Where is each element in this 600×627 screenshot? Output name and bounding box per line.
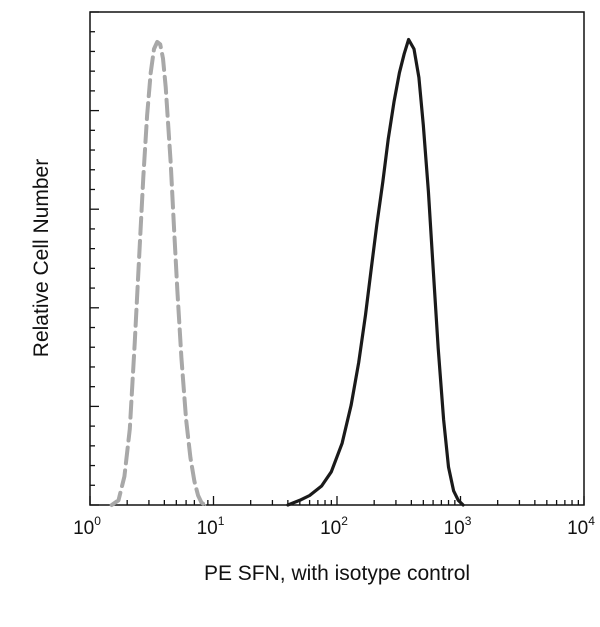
pe-sfn-point	[308, 494, 311, 497]
isotype-control-point	[173, 228, 175, 231]
pe-sfn-point	[382, 181, 384, 183]
pe-sfn-point	[422, 124, 425, 126]
isotype-control-point	[128, 428, 131, 430]
isotype-control-histogram	[109, 39, 208, 507]
pe-sfn-point	[418, 76, 420, 79]
x-tick-label: 104	[567, 514, 595, 539]
isotype-control-point	[204, 504, 207, 506]
isotype-control-point	[180, 356, 183, 359]
isotype-control-point	[156, 41, 158, 43]
isotype-control-point	[169, 162, 172, 164]
x-tick-label: 103	[444, 514, 472, 539]
pe-sfn-point	[403, 52, 405, 55]
isotype-control-point	[110, 504, 113, 506]
isotype-control-point	[146, 114, 148, 117]
isotype-control-point	[117, 499, 120, 502]
isotype-control-point	[185, 418, 187, 421]
y-axis-title: Relative Cell Number	[30, 159, 53, 357]
x-tick-label-exponent: 1	[218, 514, 225, 528]
x-tick-label: 100	[73, 514, 101, 539]
isotype-control-point	[123, 475, 126, 478]
pe-sfn-point	[398, 71, 401, 74]
isotype-control-point	[133, 342, 136, 345]
series-layer	[109, 37, 465, 507]
pe-sfn-point	[437, 347, 440, 350]
x-axis-tick-labels: 100 101 102 103 104	[73, 514, 595, 539]
isotype-control-point	[153, 48, 155, 50]
pe-sfn-point	[387, 138, 390, 141]
x-tick-label-exponent: 3	[465, 514, 472, 528]
pe-sfn-point	[357, 361, 360, 364]
pe-sfn-point	[375, 223, 378, 226]
pe-sfn-point	[407, 38, 410, 41]
pe-sfn-point	[364, 314, 367, 316]
x-tick-label-base: 10	[320, 518, 341, 539]
pe-sfn-point	[432, 266, 434, 269]
x-tick-label-base: 10	[197, 518, 218, 539]
isotype-control-point	[149, 71, 152, 74]
isotype-control-point	[142, 176, 145, 179]
x-tick-label-base: 10	[73, 518, 94, 539]
pe-sfn-point	[462, 504, 464, 506]
x-tick-label-exponent: 2	[341, 514, 348, 528]
pe-sfn-point	[320, 485, 323, 487]
pe-sfn-point	[370, 266, 373, 269]
pe-sfn-point	[393, 100, 395, 103]
x-axis-title: PE SFN, with isotype control	[204, 562, 470, 585]
pe-sfn-point	[287, 504, 289, 506]
isotype-control-point	[176, 290, 179, 293]
isotype-control-point	[189, 456, 192, 459]
isotype-control-point	[193, 480, 196, 483]
pe-sfn-point	[299, 499, 301, 502]
pe-sfn-histogram	[286, 37, 465, 507]
isotype-control-point	[162, 57, 164, 60]
isotype-control-point	[200, 501, 203, 504]
x-tick-label-base: 10	[567, 518, 588, 539]
pe-sfn-point	[413, 48, 415, 50]
isotype-control-point	[164, 86, 167, 88]
x-tick-label-exponent: 0	[94, 514, 101, 528]
x-tick-label: 102	[320, 514, 348, 539]
pe-sfn-point	[350, 404, 352, 407]
x-axis-ticks	[89, 496, 585, 505]
x-tick-label-exponent: 4	[588, 514, 595, 528]
isotype-control-point	[167, 124, 170, 126]
pe-sfn-point	[452, 489, 455, 492]
pe-sfn-point	[341, 442, 343, 445]
pe-sfn-point	[427, 190, 430, 193]
x-tick-label-base: 10	[444, 518, 465, 539]
pe-sfn-point	[447, 466, 450, 468]
pe-sfn-point	[330, 470, 333, 473]
isotype-control-point	[159, 43, 161, 46]
y-axis-ticks	[90, 11, 99, 506]
pe-sfn-point	[442, 418, 445, 421]
isotype-control-point	[197, 494, 199, 497]
isotype-control-point	[138, 257, 140, 259]
x-tick-label: 101	[197, 514, 225, 539]
pe-sfn-point	[457, 499, 460, 502]
